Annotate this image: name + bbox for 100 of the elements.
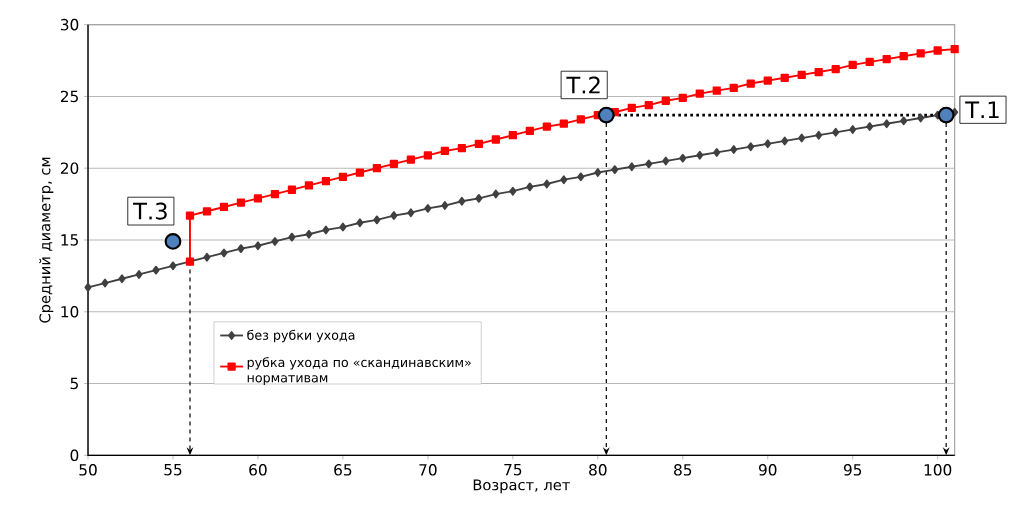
x-tick-label: 95 bbox=[843, 464, 862, 476]
point bbox=[525, 126, 534, 136]
point bbox=[937, 106, 955, 124]
point bbox=[746, 79, 755, 88]
point bbox=[645, 159, 653, 169]
x-tick-label: 85 bbox=[674, 464, 692, 476]
x-tick-label: 55 bbox=[164, 464, 182, 476]
x-axis-title: Возраст, лет bbox=[473, 479, 570, 494]
point bbox=[372, 164, 382, 173]
point bbox=[164, 233, 182, 250]
point bbox=[339, 222, 347, 232]
point bbox=[798, 133, 806, 143]
y-tick-label: 15 bbox=[61, 234, 78, 246]
point bbox=[577, 172, 585, 182]
point bbox=[712, 86, 721, 95]
point bbox=[304, 181, 314, 190]
point bbox=[424, 204, 432, 213]
point bbox=[662, 156, 670, 166]
point bbox=[560, 175, 568, 185]
point bbox=[883, 119, 891, 129]
x-tick-label: 60 bbox=[249, 464, 267, 476]
annotation: Т.2 bbox=[566, 76, 600, 94]
y-tick-label: 10 bbox=[61, 305, 79, 318]
point bbox=[644, 100, 653, 110]
point bbox=[696, 150, 704, 160]
point bbox=[185, 211, 195, 220]
point bbox=[543, 179, 551, 189]
point bbox=[679, 153, 687, 163]
point bbox=[355, 168, 365, 177]
point bbox=[338, 172, 348, 181]
point bbox=[508, 131, 517, 140]
point bbox=[763, 76, 772, 85]
point bbox=[474, 139, 483, 148]
point bbox=[423, 151, 433, 160]
point bbox=[814, 67, 823, 77]
point bbox=[509, 186, 517, 196]
point bbox=[764, 139, 772, 149]
point bbox=[219, 202, 229, 212]
point bbox=[288, 232, 296, 242]
point bbox=[203, 252, 211, 262]
point bbox=[236, 198, 246, 207]
point bbox=[407, 208, 415, 218]
point bbox=[202, 207, 212, 216]
point bbox=[440, 146, 450, 156]
x-tick-label: 100 bbox=[924, 464, 952, 476]
point bbox=[373, 215, 381, 225]
point bbox=[597, 106, 615, 124]
point bbox=[101, 278, 109, 288]
point bbox=[950, 44, 959, 54]
point bbox=[491, 135, 500, 144]
point bbox=[135, 270, 143, 279]
point bbox=[475, 193, 483, 203]
point bbox=[287, 185, 297, 194]
point bbox=[916, 49, 925, 58]
point bbox=[254, 241, 262, 251]
y-tick-label: 25 bbox=[60, 90, 78, 103]
point bbox=[406, 155, 416, 164]
point bbox=[270, 189, 280, 199]
point bbox=[831, 65, 840, 74]
point bbox=[747, 142, 755, 152]
point bbox=[849, 125, 857, 134]
point bbox=[611, 165, 619, 175]
point bbox=[832, 127, 840, 137]
x-tick-label: 75 bbox=[504, 464, 522, 476]
y-tick-label: 20 bbox=[60, 162, 79, 174]
point bbox=[781, 136, 789, 146]
point bbox=[84, 282, 92, 292]
point bbox=[713, 148, 721, 157]
x-tick-label: 90 bbox=[758, 464, 777, 476]
annotation: Т.3 bbox=[133, 202, 167, 220]
point bbox=[441, 201, 449, 210]
point bbox=[457, 143, 466, 153]
point bbox=[356, 218, 364, 228]
point bbox=[118, 274, 126, 284]
point bbox=[882, 54, 891, 64]
y-tick-label: 30 bbox=[60, 18, 79, 31]
x-tick-label: 65 bbox=[334, 464, 352, 476]
point bbox=[627, 103, 636, 113]
point bbox=[576, 115, 585, 124]
point bbox=[458, 196, 466, 206]
x-tick-label: 80 bbox=[589, 464, 607, 476]
y-axis-title: Средний диаметр, см bbox=[39, 157, 54, 323]
point bbox=[695, 89, 704, 98]
point bbox=[271, 237, 279, 246]
x-tick-label: 70 bbox=[419, 464, 437, 476]
point bbox=[900, 116, 908, 126]
y-tick-label: 5 bbox=[70, 377, 78, 390]
point bbox=[594, 168, 602, 177]
point bbox=[220, 248, 228, 258]
point bbox=[866, 122, 874, 131]
point bbox=[237, 244, 245, 254]
point bbox=[152, 265, 160, 275]
point bbox=[899, 52, 908, 61]
point bbox=[628, 162, 636, 172]
point bbox=[390, 211, 398, 220]
point bbox=[797, 70, 806, 80]
point bbox=[185, 257, 195, 266]
point bbox=[253, 194, 263, 203]
point bbox=[542, 122, 551, 131]
point bbox=[848, 60, 857, 69]
